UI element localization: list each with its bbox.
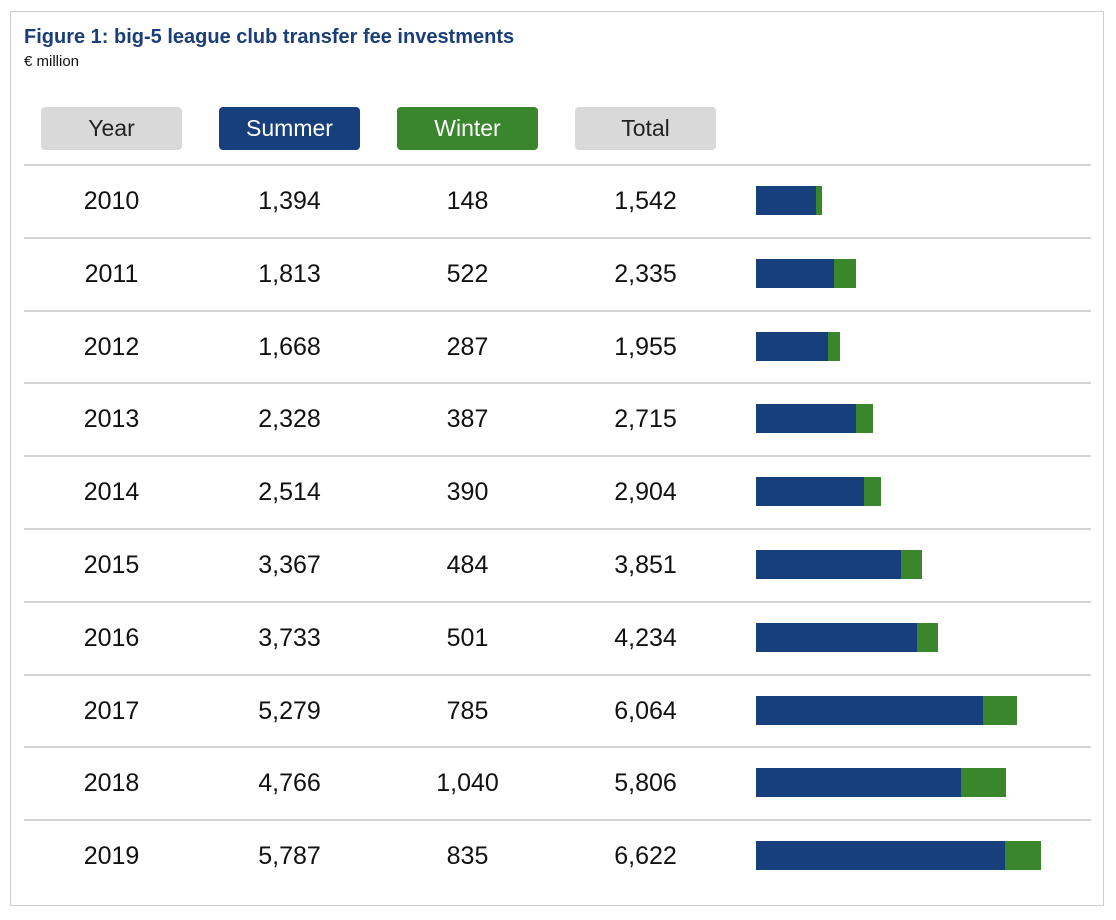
cell-year: 2017 [83, 696, 140, 725]
bar-summer [756, 550, 901, 579]
bar-winter [864, 477, 881, 507]
cell-total: 2,335 [614, 259, 677, 288]
figure-frame [10, 11, 1104, 906]
header-total: Total [575, 107, 716, 150]
cell-year: 2010 [83, 187, 140, 215]
bar-winter [900, 550, 922, 579]
cell-summer: 3,367 [258, 551, 321, 579]
cell-year: 2018 [83, 769, 140, 798]
bar-summer [756, 768, 961, 798]
row-divider [24, 600, 1091, 603]
header-winter: Winter [397, 107, 538, 150]
cell-summer: 3,733 [258, 623, 321, 652]
cell-total: 1,955 [614, 332, 677, 361]
cell-year: 2014 [83, 478, 140, 507]
cell-total: 3,851 [614, 551, 677, 579]
bar-summer [756, 258, 834, 288]
bar-winter [960, 768, 1006, 798]
bar-winter [856, 404, 873, 434]
row-divider [24, 746, 1091, 749]
cell-summer: 5,787 [258, 842, 321, 871]
cell-summer: 2,328 [258, 405, 321, 434]
bar-winter [916, 622, 938, 652]
bar-summer [756, 695, 983, 725]
cell-total: 5,806 [614, 769, 677, 798]
chart-subtitle: € million [24, 53, 80, 70]
cell-winter: 387 [446, 405, 489, 434]
bar-summer [756, 477, 865, 507]
cell-total: 4,234 [614, 623, 677, 652]
header-year: Year [41, 107, 182, 150]
cell-total: 1,542 [614, 187, 677, 215]
header-summer: Summer [219, 107, 360, 150]
cell-total: 2,715 [614, 405, 677, 434]
cell-total: 6,622 [614, 842, 677, 871]
row-divider [24, 309, 1091, 312]
cell-winter: 1,040 [436, 769, 499, 798]
row-divider [24, 382, 1091, 385]
bar-summer [756, 331, 828, 361]
bar-summer [756, 186, 816, 215]
cell-winter: 785 [446, 696, 489, 725]
cell-winter: 835 [446, 842, 489, 871]
cell-year: 2019 [83, 842, 140, 871]
row-divider [24, 819, 1091, 822]
cell-winter: 501 [446, 623, 489, 652]
bar-winter [834, 258, 857, 288]
cell-winter: 287 [446, 332, 489, 361]
header-divider [24, 164, 1091, 166]
bar-winter [1004, 841, 1041, 871]
bar-summer [756, 841, 1005, 871]
bar-summer [756, 404, 857, 434]
cell-summer: 4,766 [258, 769, 321, 798]
cell-year: 2016 [83, 623, 140, 652]
row-divider [24, 528, 1091, 530]
cell-total: 2,904 [614, 478, 677, 507]
cell-winter: 390 [446, 478, 489, 507]
row-divider [24, 455, 1091, 458]
cell-year: 2013 [83, 405, 140, 434]
cell-summer: 1,394 [258, 187, 321, 215]
bar-winter [983, 695, 1017, 725]
cell-summer: 2,514 [258, 478, 321, 507]
cell-summer: 5,279 [258, 696, 321, 725]
bar-winter [827, 331, 840, 361]
row-divider [24, 236, 1091, 239]
cell-total: 6,064 [614, 696, 677, 725]
cell-winter: 148 [446, 187, 489, 215]
cell-year: 2011 [84, 259, 139, 288]
cell-year: 2012 [83, 332, 140, 361]
cell-winter: 522 [446, 259, 489, 288]
bar-summer [756, 622, 917, 652]
cell-summer: 1,668 [258, 332, 321, 361]
cell-winter: 484 [446, 551, 489, 579]
cell-year: 2015 [83, 551, 140, 579]
chart-title: Figure 1: big-5 league club transfer fee… [24, 26, 515, 48]
cell-summer: 1,813 [258, 259, 321, 288]
bar-winter [815, 186, 823, 215]
row-divider [24, 673, 1091, 676]
